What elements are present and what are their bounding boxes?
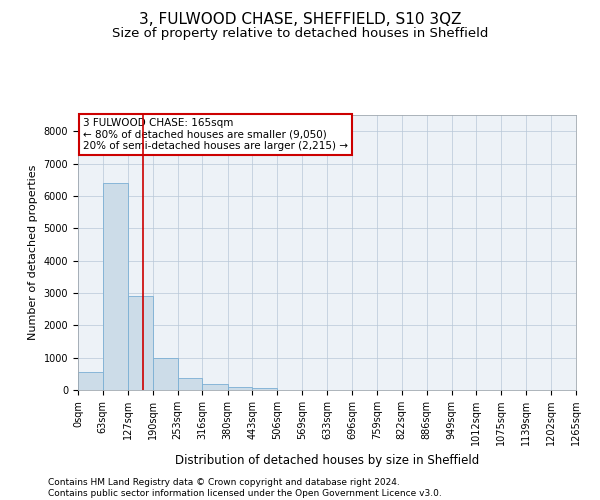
Bar — [128, 296, 153, 390]
Bar — [178, 378, 202, 390]
Bar — [103, 183, 128, 390]
Text: Size of property relative to detached houses in Sheffield: Size of property relative to detached ho… — [112, 28, 488, 40]
Bar — [202, 384, 227, 390]
Bar — [253, 388, 277, 390]
Text: 3 FULWOOD CHASE: 165sqm
← 80% of detached houses are smaller (9,050)
20% of semi: 3 FULWOOD CHASE: 165sqm ← 80% of detache… — [83, 118, 348, 151]
Y-axis label: Number of detached properties: Number of detached properties — [28, 165, 38, 340]
X-axis label: Distribution of detached houses by size in Sheffield: Distribution of detached houses by size … — [175, 454, 479, 466]
Bar — [153, 358, 178, 390]
Text: Contains HM Land Registry data © Crown copyright and database right 2024.
Contai: Contains HM Land Registry data © Crown c… — [48, 478, 442, 498]
Bar — [227, 386, 253, 390]
Bar — [78, 372, 103, 390]
Text: 3, FULWOOD CHASE, SHEFFIELD, S10 3QZ: 3, FULWOOD CHASE, SHEFFIELD, S10 3QZ — [139, 12, 461, 28]
